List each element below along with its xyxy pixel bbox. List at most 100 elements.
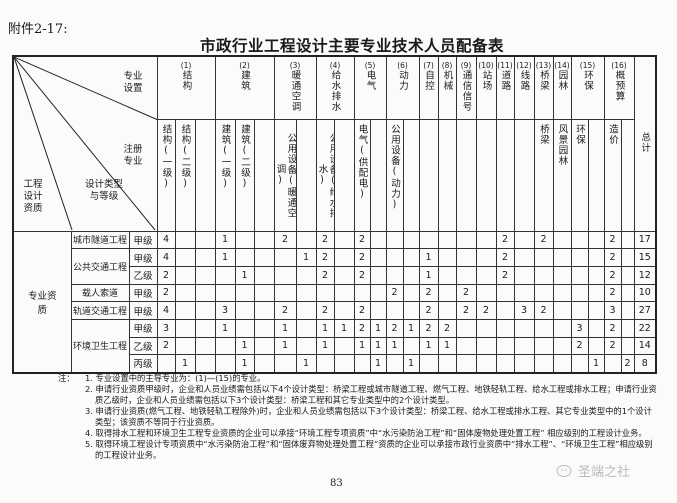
registered-specialty-name: 建筑(二级) [239,123,250,190]
total-cell: 27 [633,301,657,320]
staff-count-cell [513,248,535,267]
staff-count-cell [295,230,317,250]
specialty-number: (5) [364,61,376,70]
design-type-cell: 轨道交通工程 [70,301,130,320]
staff-count-cell [552,230,572,250]
staff-count-cell: 1 [587,354,605,373]
staff-count-cell [437,248,457,267]
staff-count-cell [194,354,216,373]
staff-count-cell: 2 [273,230,297,250]
specialty-group-header: (5) 电气 [353,55,387,120]
registered-specialty-name: 结构(一级) [160,123,172,190]
specialty-group-header: (7) 自控 [418,55,439,120]
registered-specialty-header [194,118,216,232]
grade-cell: 甲级 [128,230,158,250]
staff-count-cell [295,336,317,356]
staff-count-cell [603,354,622,373]
staff-count-cell: 1 [273,318,297,338]
staff-count-cell [495,354,515,373]
staff-count-cell [570,230,589,250]
registered-specialty-name: 电气(供配电) [356,123,368,201]
specialty-number: (2) [239,61,250,70]
staff-count-cell [353,354,371,373]
staff-count-cell: 2 [495,230,515,250]
staff-count-cell: 4 [156,230,176,250]
staff-count-cell [533,265,554,285]
staff-count-cell [455,265,477,285]
staff-count-cell [315,283,335,303]
specialty-group-header: (10) 站场 [475,55,497,120]
staff-count-cell [174,318,196,338]
staff-count-cell [385,248,404,267]
attachment-label: 附件2-17: [8,22,68,37]
staff-count-cell [570,354,589,373]
design-type-cell: 城市隧道工程 [70,230,130,250]
staff-count-cell [214,336,236,356]
registered-specialty-name: 风景园林 [556,123,568,166]
page-number: 83 [330,478,343,489]
staff-count-cell: 2 [603,283,622,303]
staff-count-cell: 2 [353,230,371,250]
staff-count-cell [253,283,275,303]
staff-count-cell: 2 [603,248,622,267]
table-row: 公共交通工程 甲级 4 1 1 2 2 1 2 2 15 [13,248,657,285]
specialty-group-header: (14) 园林 [552,55,572,120]
staff-count-cell: 1 [295,354,317,373]
total-cell: 15 [633,248,657,267]
specialty-group-header: (8) 机械 [437,55,457,120]
staff-count-cell [214,283,236,303]
staff-count-cell [369,301,387,320]
staff-count-cell: 1 [234,336,255,356]
registered-specialty-header [437,118,457,232]
staff-count-cell: 1 [418,248,439,267]
staff-count-cell: 1 [214,318,236,338]
staff-count-cell: 1 [369,354,387,373]
registered-specialty-header [418,118,439,232]
staff-count-cell [402,230,420,250]
staff-count-cell [475,354,497,373]
table-row: 专业资质 城市隧道工程 甲级 4 1 2 2 2 2 2 2 17 [12,230,657,373]
qualification-label: 工程设计资质 [23,179,43,214]
note-2: 2. 申请行业资质甲级时，企业和人员业绩需包括以下4个设计类型：桥梁工程或城市隧… [85,384,657,405]
total-cell: 8 [633,354,657,373]
staff-count-cell [385,354,404,373]
total-header: 总计 [633,55,657,232]
registered-specialty-header: 环保 [570,118,589,232]
specialty-name: 园林 [556,70,568,91]
diagonal-header-cell: 专业设置 注册专业 工程设计资质 设计类型与等级 [12,55,158,232]
watermark-text: 圣端之社 [578,465,631,480]
design-type-label: 设计类型与等级 [84,179,123,202]
staff-count-cell [552,301,572,320]
specialty-number: (8) [441,61,453,70]
staff-count-cell [273,265,297,285]
staff-count-cell [620,336,635,356]
staff-count-cell: 1 [418,265,439,285]
registered-specialty-header [587,118,605,232]
header-row-registered: 结构(一级) 结构(二级) 建筑(一级) 建筑(二级) 公用设备(暖通空调) 公用设备(给… [13,118,656,232]
staff-count-cell [174,336,196,356]
staff-count-cell [418,230,439,250]
specialty-number: (13) [535,61,552,70]
staff-count-cell [620,265,635,285]
specialty-number: (14) [554,61,570,70]
specialty-name: 站场 [480,70,492,91]
staff-count-cell [552,318,572,338]
notes-prefix: 注： [58,373,75,383]
staff-count-cell: 3 [513,301,535,320]
staff-count-cell [620,301,635,320]
staff-count-cell [475,265,497,285]
specialty-group-header: (4) 给水排水 [315,55,355,120]
specialty-group-header: (2) 建筑 [214,55,275,120]
staff-count-cell: 1 [402,354,420,373]
registered-specialty-header [369,118,387,232]
staff-count-cell: 2 [603,336,622,356]
staff-count-cell [402,301,420,320]
watermark: 圣端之社 [556,461,630,480]
staff-count-cell: 1 [385,336,404,356]
specialty-number: (9) [460,61,472,70]
wechat-logo-icon [556,464,572,477]
staff-count-cell: 2 [353,265,371,285]
registered-specialty-header [495,118,515,232]
staff-count-cell [587,301,605,320]
registered-specialty-header: 建筑(二级) [234,118,255,232]
